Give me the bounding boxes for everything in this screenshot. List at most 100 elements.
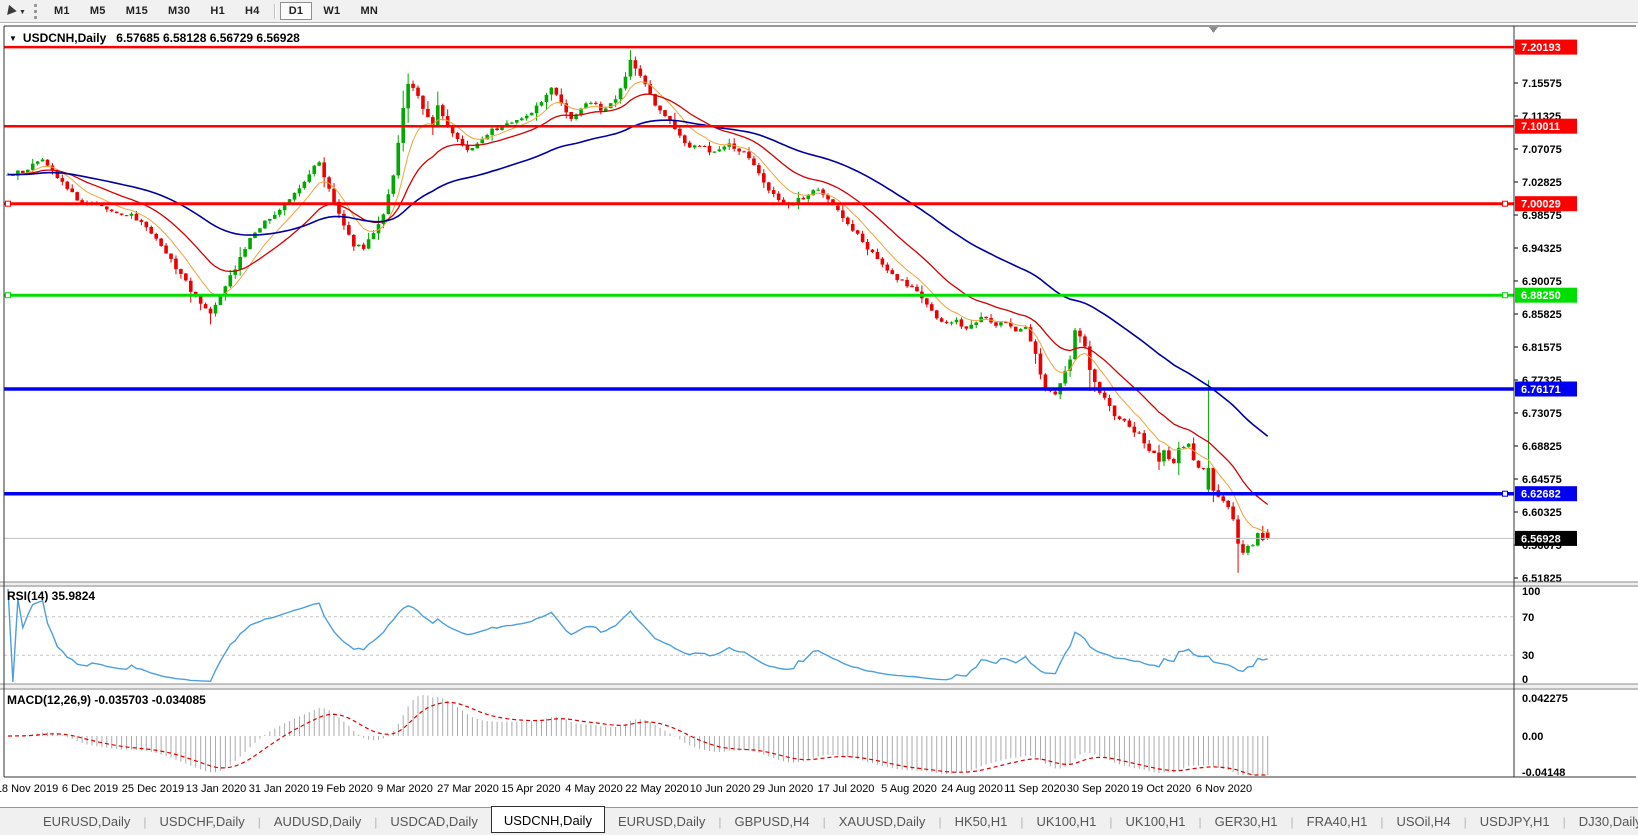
tab-separator: | [1463, 814, 1467, 829]
svg-text:6 Dec 2019: 6 Dec 2019 [62, 783, 118, 795]
svg-text:6.73075: 6.73075 [1522, 408, 1562, 420]
current-price-label [1515, 530, 1577, 546]
tab-FRA40-H1[interactable]: FRA40,H1 [1306, 814, 1368, 829]
tab-USDCNH-Daily[interactable]: USDCNH,Daily [490, 806, 605, 833]
chevron-down-icon[interactable]: ▼ [19, 8, 26, 16]
svg-text:6.56928: 6.56928 [1521, 533, 1561, 545]
svg-text:100: 100 [1522, 586, 1540, 598]
horizontal-levels[interactable] [4, 45, 1514, 497]
rsi-line [7, 588, 1268, 683]
svg-text:6.90075: 6.90075 [1522, 276, 1562, 288]
chart-title: ▼ USDCNH,Daily 6.57685 6.58128 6.56729 6.5… [9, 31, 300, 45]
tab-USDJPY-H1[interactable]: USDJPY,H1 [1479, 814, 1550, 829]
svg-text:0.042275: 0.042275 [1522, 693, 1568, 705]
tab-separator: | [822, 814, 826, 829]
svg-text:24 Aug 2020: 24 Aug 2020 [941, 783, 1003, 795]
svg-text:7.20193: 7.20193 [1521, 42, 1561, 54]
price-chart-svg[interactable]: 7.198257.155757.113257.070757.028256.985… [0, 0, 1638, 807]
tab-separator: | [1562, 814, 1566, 829]
tab-UK100-H1[interactable]: UK100,H1 [1125, 814, 1186, 829]
price-level-label [1515, 486, 1577, 502]
svg-text:27 Mar 2020: 27 Mar 2020 [437, 783, 499, 795]
toolbar-grip[interactable] [33, 3, 37, 19]
toolbar: ▼ M1 M5 M15 M30 H1 H4 D1 W1 MN [0, 0, 1638, 23]
svg-text:17 Jul 2020: 17 Jul 2020 [818, 783, 875, 795]
svg-text:6.76171: 6.76171 [1521, 384, 1561, 396]
svg-text:6.81575: 6.81575 [1522, 342, 1562, 354]
svg-text:6.88250: 6.88250 [1521, 290, 1561, 302]
svg-text:0.00: 0.00 [1522, 731, 1543, 743]
timeframe-H4-button[interactable]: H4 [245, 5, 260, 17]
svg-text:31 Jan 2020: 31 Jan 2020 [249, 783, 310, 795]
line-handle [5, 292, 11, 299]
svg-text:30: 30 [1522, 650, 1534, 662]
tab-separator: | [257, 814, 261, 829]
svg-text:29 Jun 2020: 29 Jun 2020 [753, 783, 814, 795]
svg-text:30 Sep 2020: 30 Sep 2020 [1067, 783, 1129, 795]
tab-separator: | [374, 814, 378, 829]
line-handle [1502, 292, 1508, 299]
tab-EURUSD-Daily[interactable]: EURUSD,Daily [617, 814, 706, 829]
tab-EURUSD-Daily[interactable]: EURUSD,Daily [43, 814, 131, 829]
svg-text:70: 70 [1522, 612, 1534, 624]
timeframe-buttons: M1 M5 M15 M30 H1 H4 D1 W1 MN [44, 2, 388, 20]
tab-separator: | [1198, 814, 1202, 829]
svg-text:22 May 2020: 22 May 2020 [625, 783, 689, 795]
tab-AUDUSD-Daily[interactable]: AUDUSD,Daily [273, 814, 362, 829]
svg-text:7.00029: 7.00029 [1521, 199, 1561, 211]
rsi-panel: 100 70 30 0 [4, 586, 1540, 686]
tab-GER30-H1[interactable]: GER30,H1 [1214, 814, 1278, 829]
svg-text:15 Apr 2020: 15 Apr 2020 [501, 783, 560, 795]
macd-indicator-label: MACD(12,26,9) -0.035703 -0.034085 [7, 693, 206, 707]
tab-separator: | [718, 814, 722, 829]
cursor-tool-button[interactable]: ▼ [3, 4, 30, 18]
svg-text:0: 0 [1522, 674, 1528, 686]
timeframe-D1-button[interactable]: D1 [279, 2, 313, 20]
price-level-label [1515, 118, 1577, 134]
cursor-icon [3, 4, 17, 18]
svg-text:11 Sep 2020: 11 Sep 2020 [1004, 783, 1066, 795]
svg-text:6.64575: 6.64575 [1522, 474, 1562, 486]
svg-text:19 Feb 2020: 19 Feb 2020 [311, 783, 373, 795]
price-level-label [1515, 39, 1577, 55]
tab-separator: | [1020, 814, 1024, 829]
collapse-icon[interactable]: ▼ [9, 34, 17, 43]
svg-text:4 May 2020: 4 May 2020 [565, 783, 622, 795]
timeframe-H1-button[interactable]: H1 [210, 5, 226, 17]
tab-UK100-H1[interactable]: UK100,H1 [1036, 814, 1097, 829]
timeframe-W1-button[interactable]: W1 [323, 5, 341, 17]
svg-text:7.15575: 7.15575 [1522, 78, 1562, 90]
timeframe-M5-button[interactable]: M5 [89, 5, 106, 17]
line-handle [5, 200, 11, 207]
svg-text:6.98575: 6.98575 [1522, 210, 1562, 222]
date-axis: 18 Nov 2019 6 Dec 2019 25 Dec 2019 13 Jan 2… [0, 783, 1252, 795]
timeframe-MN-button[interactable]: MN [360, 5, 379, 17]
chart-ohlc-values: 6.57685 6.58128 6.56729 6.56928 [116, 31, 300, 45]
timeframe-M15-button[interactable]: M15 [125, 5, 149, 17]
svg-text:5 Aug 2020: 5 Aug 2020 [881, 783, 937, 795]
timeframe-M1-button[interactable]: M1 [53, 5, 70, 17]
tab-HK50-H1[interactable]: HK50,H1 [954, 814, 1008, 829]
svg-text:19 Oct 2020: 19 Oct 2020 [1131, 783, 1191, 795]
svg-text:6.85825: 6.85825 [1522, 309, 1562, 321]
tab-separator: | [1109, 814, 1113, 829]
scroll-position-marker [1209, 27, 1218, 33]
tab-GBPUSD-H4[interactable]: GBPUSD,H4 [734, 814, 810, 829]
toolbar-separator [273, 3, 275, 19]
tab-USDCHF-Daily[interactable]: USDCHF,Daily [159, 814, 245, 829]
price-level-label [1515, 381, 1577, 397]
timeframe-M30-button[interactable]: M30 [168, 5, 191, 17]
tab-DJ30-Daily[interactable]: DJ30,Daily [1578, 814, 1638, 829]
tab-XAUUSD-Daily[interactable]: XAUUSD,Daily [838, 814, 926, 829]
tab-separator: | [143, 814, 147, 829]
svg-text:6.60325: 6.60325 [1522, 507, 1562, 519]
price-axis: 7.198257.155757.113257.070757.028256.985… [1514, 39, 1577, 585]
panel-borders [0, 25, 1638, 778]
svg-text:25 Dec 2019: 25 Dec 2019 [122, 783, 184, 795]
symbol-tabbar: EURUSD,Daily | USDCHF,Daily | AUDUSD,Daily | U… [0, 806, 1638, 835]
moving-averages [7, 81, 1269, 534]
tab-USOil-H4[interactable]: USOil,H4 [1396, 814, 1451, 829]
tab-USDCAD-Daily[interactable]: USDCAD,Daily [390, 814, 478, 829]
rsi-indicator-label: RSI(14) 35.9824 [7, 589, 96, 603]
